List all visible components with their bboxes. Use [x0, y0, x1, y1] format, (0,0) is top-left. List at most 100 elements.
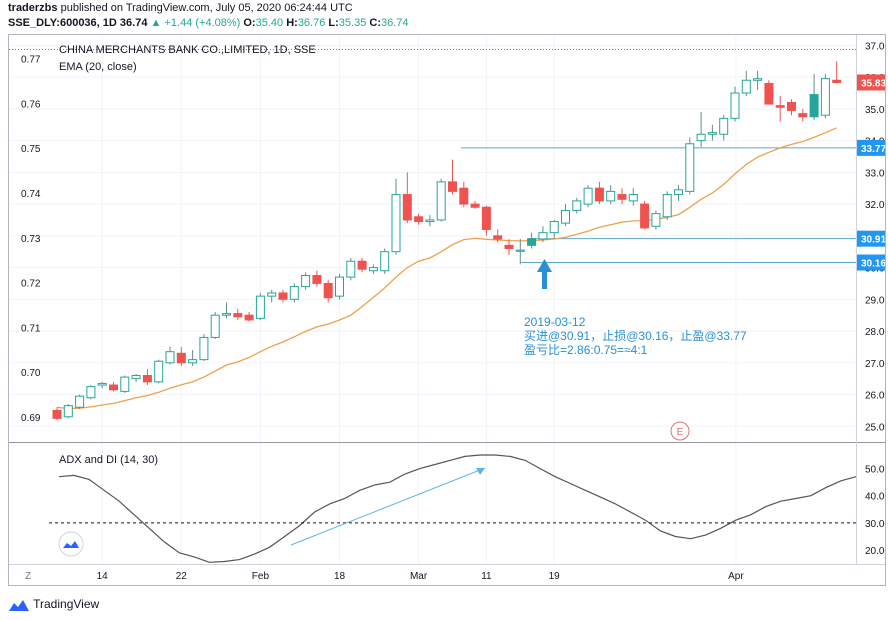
chart-svg[interactable]: 0.69 0.70 0.71 0.72 0.73 0.74 0.75 0.76 0.77 25.… [9, 35, 888, 585]
candle [425, 215, 435, 227]
timezone-z-button[interactable]: Z [21, 568, 36, 582]
candle [549, 219, 559, 239]
candle-body [323, 282, 333, 299]
candle [301, 272, 311, 290]
candle [628, 188, 638, 206]
adx-scale[interactable]: 20.00 30.00 40.00 50.00 [865, 465, 888, 557]
candle [832, 61, 842, 84]
candle-body [244, 314, 254, 321]
ema-legend: EMA (20, close) [59, 61, 137, 73]
candle [504, 239, 514, 255]
time-tick-label: 19 [549, 571, 561, 582]
candle-body [651, 213, 661, 227]
candle-body [346, 260, 356, 278]
candle [775, 96, 785, 122]
price-change: +1.44 (+4.08%) [164, 17, 241, 29]
tradingview-cloud-icon[interactable] [58, 531, 84, 557]
right-tick-label: 37.00 [865, 41, 885, 52]
close-value: 36.74 [381, 17, 409, 29]
candle-body [798, 113, 808, 118]
candle-body [583, 187, 593, 205]
level-tag-label: 30.91 [861, 235, 885, 246]
candle [109, 381, 118, 392]
time-scale[interactable]: 14 22 Feb 18 Mar 11 19 Apr [97, 571, 745, 582]
candle [323, 280, 333, 303]
candle-body [527, 238, 537, 246]
candle [696, 112, 706, 147]
candle [719, 115, 729, 141]
left-tick-label: 0.74 [21, 189, 41, 200]
time-tick-label: Apr [728, 571, 744, 582]
left-price-scale: 0.69 0.70 0.71 0.72 0.73 0.74 0.75 0.76 0.77 [21, 55, 41, 424]
candle [448, 159, 457, 195]
level-tag-bg [857, 254, 887, 271]
grid-lines [9, 35, 856, 564]
candle [210, 312, 220, 339]
time-tick-label: 18 [334, 571, 346, 582]
candle [470, 200, 480, 209]
candle-body [97, 382, 107, 386]
right-tick-label: 35.00 [865, 105, 885, 116]
candle-body [685, 143, 695, 192]
events-e-icon[interactable]: E [670, 421, 690, 441]
svg-text:E: E [677, 427, 684, 438]
right-tick-label: 29.00 [865, 295, 885, 306]
annotation-date[interactable]: 2019-03-12 [524, 315, 586, 329]
last-price: 36.74 [119, 17, 148, 29]
candle-body [176, 352, 186, 364]
up-arrow-icon: ▲ [150, 17, 162, 29]
candle-body [131, 375, 141, 380]
last-price-tag-bg [857, 74, 887, 91]
tradingview-footer[interactable]: TradingView [8, 597, 99, 612]
candle-body [493, 235, 503, 240]
annotation-ratio[interactable]: 盈亏比=2.86:0.75=≈4:1 [524, 343, 648, 357]
candle-body [832, 79, 842, 83]
left-tick-label: 0.75 [21, 144, 41, 155]
candle [606, 185, 616, 205]
candle [493, 229, 503, 243]
annotation-arrow-icon[interactable] [537, 259, 552, 289]
author-name[interactable]: traderzbs [8, 2, 58, 14]
adx-tick-label: 40.00 [865, 492, 885, 503]
chart-title: CHINA MERCHANTS BANK CO.,LIMITED, 1D, SS… [59, 44, 316, 56]
candle [459, 181, 469, 208]
candle [289, 283, 299, 303]
level-tag-bg [857, 139, 887, 156]
candle-body [86, 386, 96, 399]
tradingview-logo-icon [9, 599, 29, 611]
published-text: published on TradingView.com, July 05, 2… [60, 2, 353, 14]
candle-body [391, 194, 401, 253]
candle [572, 197, 582, 214]
candle [222, 302, 231, 319]
candle [741, 70, 751, 97]
candle-body [696, 133, 706, 142]
candle [97, 381, 107, 389]
candle-body [820, 78, 830, 116]
candle-body [267, 292, 277, 297]
left-tick-label: 0.72 [21, 279, 41, 290]
candle [165, 346, 175, 365]
candle-body [764, 82, 774, 105]
candle-body [436, 181, 446, 221]
candle [63, 404, 73, 419]
candle-body [210, 314, 220, 338]
candle-body [154, 360, 164, 383]
annotation-trade[interactable]: 买进@30.91，止损@30.16，止盈@33.77 [524, 329, 747, 343]
left-tick-label: 0.69 [21, 413, 41, 424]
candle [380, 248, 390, 274]
candle [188, 350, 198, 366]
ema-line [56, 127, 837, 410]
candle [154, 359, 164, 384]
adx-tick-label: 20.00 [865, 546, 885, 557]
adx-trend-arrow-line[interactable] [290, 467, 486, 546]
candle [278, 289, 288, 303]
adx-trend-arrowhead-icon [476, 468, 485, 475]
candle-body [515, 249, 525, 252]
candle [312, 270, 322, 287]
candle-body [368, 267, 378, 272]
candle-body [470, 203, 480, 208]
candle [346, 258, 356, 281]
level-lines[interactable] [461, 147, 856, 263]
candle [335, 273, 344, 300]
candle-body [233, 313, 243, 318]
